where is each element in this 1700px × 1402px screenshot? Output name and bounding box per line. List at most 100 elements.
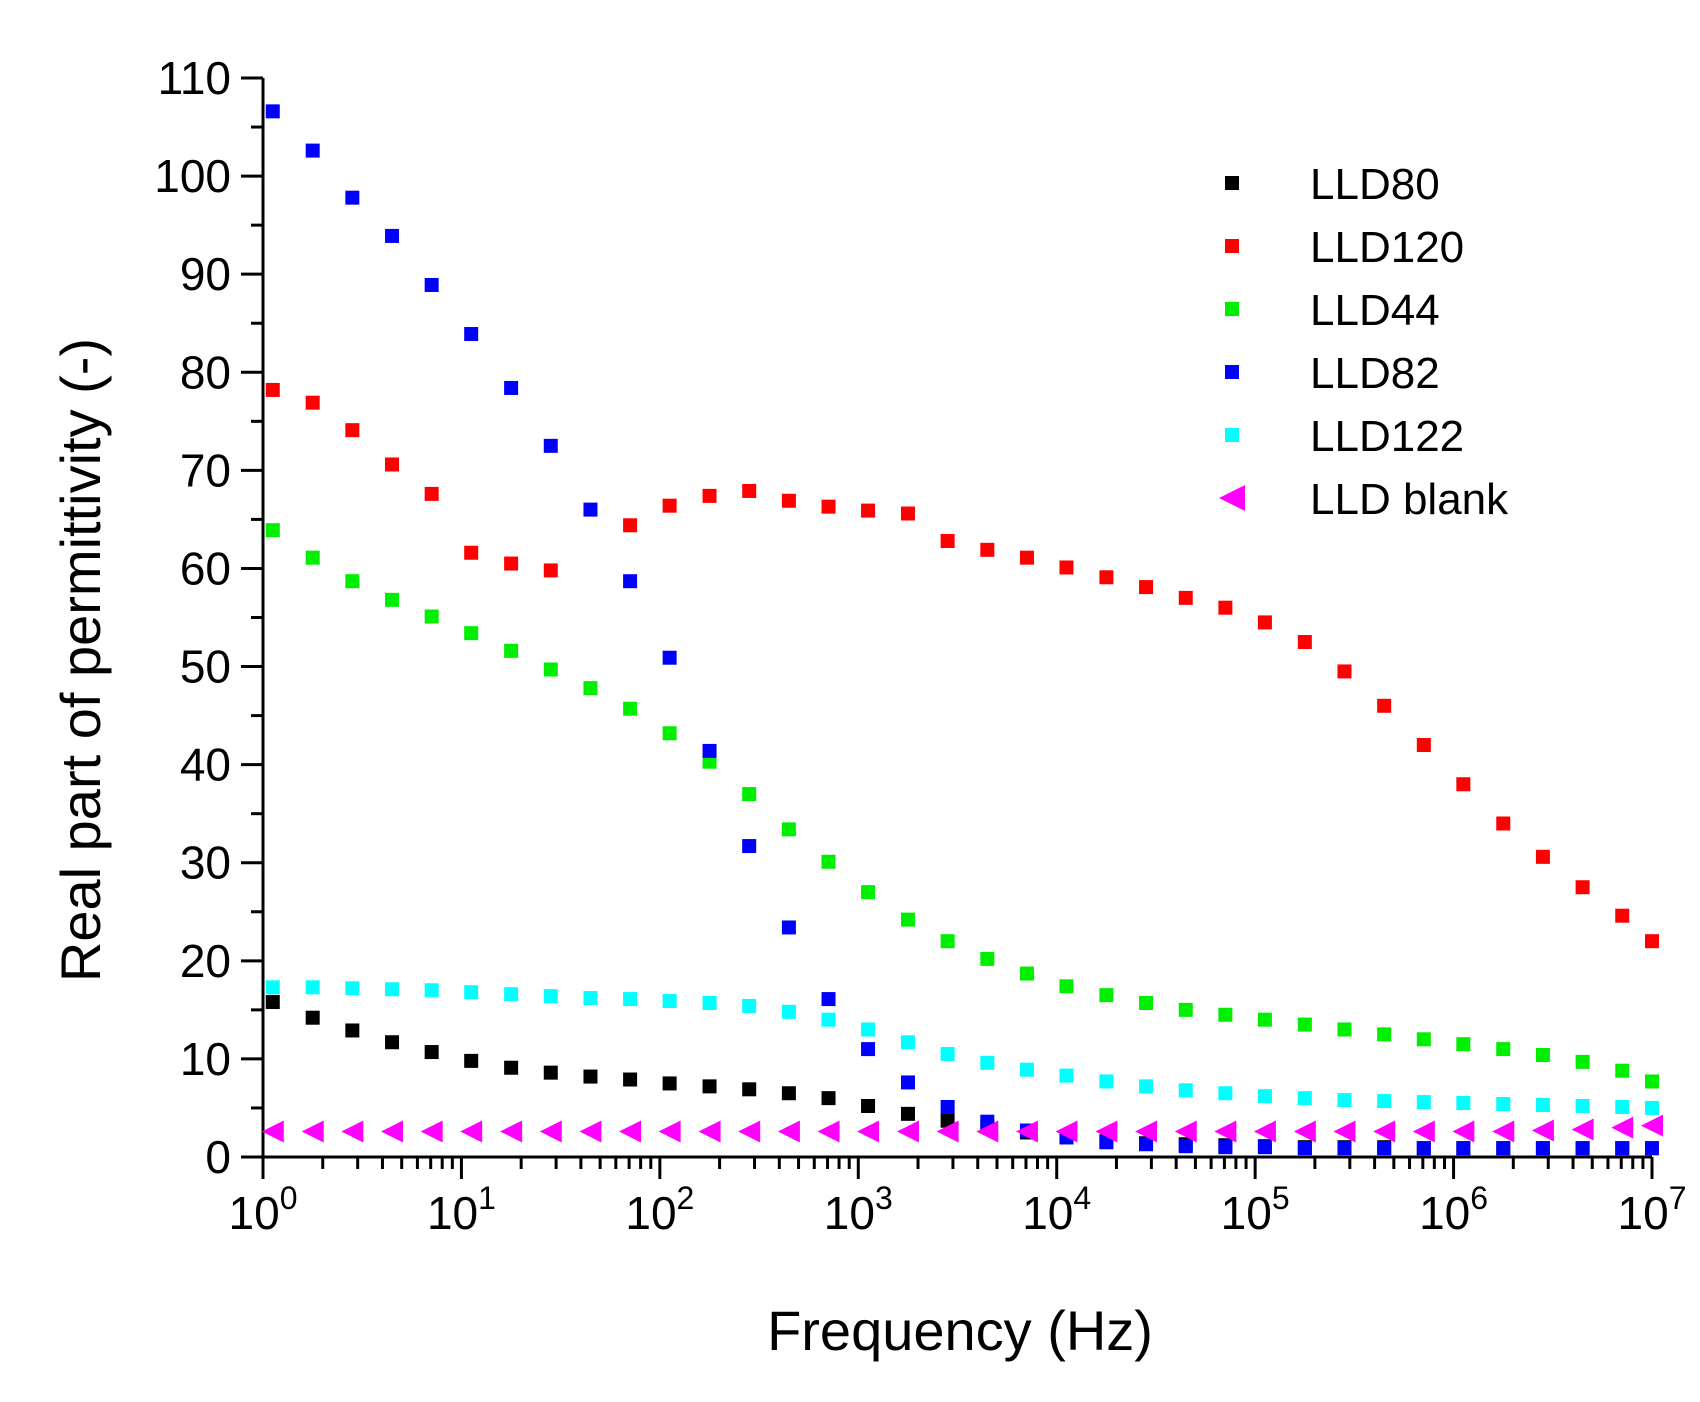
data-point [861, 1042, 876, 1057]
data-point [1575, 1141, 1590, 1156]
y-tick-label: 20 [180, 935, 231, 987]
data-point [1575, 1054, 1590, 1069]
data-point [1535, 1141, 1550, 1156]
data-point [861, 1022, 876, 1037]
data-point [662, 1076, 677, 1091]
data-point [1059, 979, 1074, 994]
legend-label: LLD82 [1310, 349, 1440, 398]
data-point [658, 1120, 681, 1143]
data-point [1139, 580, 1154, 595]
data-point [345, 981, 360, 996]
data-point [1095, 1120, 1118, 1143]
data-point [504, 556, 519, 571]
data-point [1377, 1094, 1392, 1109]
series-lld44 [265, 523, 1659, 1089]
data-point [1416, 1032, 1431, 1047]
data-point [1535, 1098, 1550, 1113]
data-point [1337, 664, 1352, 679]
legend-item: LLD82 [1225, 349, 1440, 398]
series-layer [261, 104, 1663, 1156]
data-point [1531, 1119, 1554, 1142]
data-point [1019, 1062, 1034, 1077]
data-point [742, 483, 757, 498]
data-point [1297, 635, 1312, 650]
data-point [940, 1099, 955, 1114]
data-point [305, 143, 320, 158]
data-point [1099, 1135, 1114, 1150]
data-point [1615, 1141, 1630, 1156]
y-tick-label: 50 [180, 641, 231, 693]
legend-item: LLD44 [1225, 286, 1440, 335]
data-point [1377, 1141, 1392, 1156]
data-point [662, 498, 677, 513]
data-point [1218, 600, 1233, 615]
data-point [1645, 1141, 1659, 1156]
data-point [1456, 1096, 1471, 1111]
data-point [940, 1047, 955, 1062]
data-point [583, 502, 598, 517]
data-point [500, 1120, 523, 1143]
data-point [742, 787, 757, 802]
data-point [861, 1098, 876, 1113]
data-point [1452, 1120, 1475, 1143]
data-point [583, 1069, 598, 1084]
data-point [385, 457, 400, 472]
data-point [464, 1053, 479, 1068]
data-point [900, 1106, 915, 1121]
data-point [702, 1079, 717, 1094]
x-tick-label: 101 [427, 1180, 496, 1239]
y-tick-label: 40 [180, 739, 231, 791]
data-point [1535, 849, 1550, 864]
data-point [976, 1120, 999, 1143]
legend-label: LLD122 [1310, 412, 1464, 461]
data-point [1019, 550, 1034, 565]
data-point [1297, 1017, 1312, 1032]
legend-label: LLD80 [1310, 160, 1440, 209]
data-point [857, 1120, 880, 1143]
data-point [623, 992, 638, 1007]
data-point [1019, 966, 1034, 981]
data-point [1416, 738, 1431, 753]
data-point [1257, 1012, 1272, 1027]
data-point [1099, 1074, 1114, 1089]
data-point [345, 1023, 360, 1038]
data-point [861, 885, 876, 900]
data-point [1416, 1141, 1431, 1156]
data-point [1099, 988, 1114, 1003]
data-point [539, 1120, 562, 1143]
data-point [420, 1120, 443, 1143]
data-point [936, 1120, 959, 1143]
data-point [504, 1060, 519, 1075]
data-point [702, 995, 717, 1010]
data-point [1571, 1118, 1594, 1141]
x-tick-label: 104 [1022, 1180, 1091, 1239]
data-point [1297, 1091, 1312, 1106]
data-point [345, 574, 360, 589]
legend-marker [1225, 239, 1239, 253]
data-point [583, 681, 598, 696]
data-point [1055, 1120, 1078, 1143]
data-point [742, 998, 757, 1013]
data-point [1337, 1022, 1352, 1037]
y-tick-label: 0 [205, 1131, 231, 1183]
legend-item: LLD120 [1225, 223, 1464, 272]
data-point [583, 991, 598, 1006]
legend-item: LLD122 [1225, 412, 1464, 461]
data-point [738, 1120, 761, 1143]
data-point [1492, 1120, 1515, 1143]
data-point [341, 1120, 364, 1143]
data-point [1218, 1007, 1233, 1022]
data-point [385, 592, 400, 607]
data-point [543, 438, 558, 453]
data-point [821, 992, 836, 1007]
data-point [1059, 560, 1074, 575]
data-point [464, 626, 479, 641]
data-point [1099, 570, 1114, 585]
legend-marker [1225, 302, 1239, 316]
data-point [385, 982, 400, 997]
data-point [464, 985, 479, 1000]
data-point [543, 1065, 558, 1080]
data-point [623, 518, 638, 533]
data-point [1645, 934, 1659, 949]
data-point [1218, 1086, 1233, 1101]
